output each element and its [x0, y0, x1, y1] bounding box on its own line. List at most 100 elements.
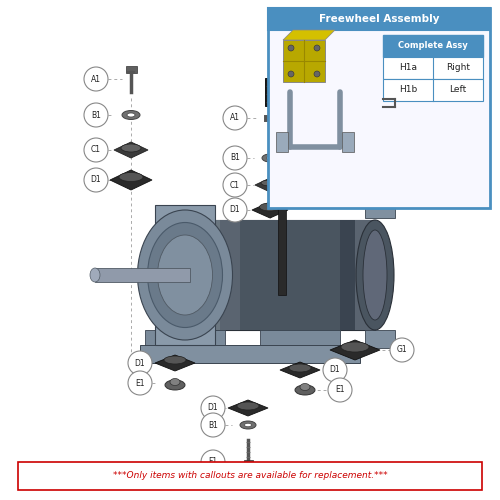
FancyBboxPatch shape: [268, 8, 490, 208]
Polygon shape: [228, 400, 268, 416]
Text: H1b: H1b: [399, 86, 417, 94]
Ellipse shape: [237, 402, 259, 410]
Ellipse shape: [119, 172, 143, 182]
Circle shape: [201, 450, 225, 474]
Text: E1: E1: [335, 386, 345, 394]
Text: G1: G1: [396, 346, 407, 354]
Text: ***Only items with callouts are available for replacement.***: ***Only items with callouts are availabl…: [112, 472, 388, 480]
Polygon shape: [110, 170, 152, 190]
Ellipse shape: [170, 378, 180, 386]
FancyBboxPatch shape: [383, 35, 483, 57]
FancyBboxPatch shape: [268, 8, 490, 30]
Circle shape: [201, 413, 225, 437]
Circle shape: [223, 106, 247, 130]
Ellipse shape: [300, 384, 310, 390]
Circle shape: [128, 351, 152, 375]
Polygon shape: [252, 202, 288, 218]
Text: D1: D1: [208, 404, 218, 412]
Ellipse shape: [138, 210, 232, 340]
Text: B1: B1: [230, 154, 240, 162]
Text: D1: D1: [230, 206, 240, 214]
FancyBboxPatch shape: [244, 460, 252, 466]
Text: C1: C1: [230, 180, 240, 190]
Ellipse shape: [122, 110, 140, 120]
Ellipse shape: [127, 113, 135, 117]
Ellipse shape: [165, 380, 185, 390]
FancyBboxPatch shape: [383, 57, 483, 79]
Ellipse shape: [158, 235, 212, 315]
Ellipse shape: [295, 385, 315, 395]
Circle shape: [223, 146, 247, 170]
Text: B1: B1: [208, 420, 218, 430]
Text: Complete Assy: Complete Assy: [398, 42, 468, 50]
Ellipse shape: [121, 144, 141, 152]
FancyBboxPatch shape: [355, 220, 375, 330]
Text: Right: Right: [446, 64, 470, 72]
Polygon shape: [255, 178, 285, 192]
Text: Freewheel Assembly: Freewheel Assembly: [319, 14, 440, 24]
Polygon shape: [155, 205, 215, 345]
Ellipse shape: [261, 180, 279, 186]
FancyBboxPatch shape: [342, 132, 354, 152]
Ellipse shape: [363, 230, 387, 320]
FancyBboxPatch shape: [190, 220, 375, 330]
Text: B1: B1: [91, 110, 101, 120]
Circle shape: [314, 45, 320, 51]
FancyBboxPatch shape: [95, 268, 190, 282]
Ellipse shape: [164, 356, 186, 364]
Circle shape: [328, 378, 352, 402]
Circle shape: [128, 371, 152, 395]
Text: A1: A1: [230, 114, 240, 122]
FancyBboxPatch shape: [145, 330, 225, 352]
Circle shape: [223, 198, 247, 222]
Ellipse shape: [240, 421, 256, 429]
Text: Left: Left: [450, 86, 466, 94]
Text: D1: D1: [134, 358, 145, 368]
Circle shape: [288, 71, 294, 77]
FancyBboxPatch shape: [276, 132, 288, 152]
FancyBboxPatch shape: [190, 220, 220, 330]
Text: H1a: H1a: [399, 64, 417, 72]
FancyBboxPatch shape: [278, 95, 286, 295]
Ellipse shape: [289, 364, 311, 372]
FancyBboxPatch shape: [365, 330, 395, 348]
FancyBboxPatch shape: [240, 220, 340, 330]
Polygon shape: [114, 142, 148, 158]
FancyBboxPatch shape: [260, 330, 340, 352]
Circle shape: [201, 396, 225, 420]
FancyBboxPatch shape: [365, 200, 395, 218]
FancyBboxPatch shape: [18, 462, 482, 490]
Polygon shape: [283, 30, 335, 40]
Ellipse shape: [266, 156, 274, 160]
Text: F1: F1: [208, 458, 218, 466]
Ellipse shape: [148, 222, 222, 328]
Ellipse shape: [341, 342, 369, 352]
Ellipse shape: [260, 203, 280, 211]
Polygon shape: [330, 340, 380, 360]
FancyBboxPatch shape: [265, 78, 297, 106]
FancyBboxPatch shape: [283, 40, 325, 82]
Circle shape: [323, 358, 347, 382]
FancyBboxPatch shape: [140, 345, 360, 363]
Circle shape: [84, 103, 108, 127]
Ellipse shape: [90, 268, 100, 282]
Text: D1: D1: [90, 176, 102, 184]
Text: E1: E1: [135, 378, 145, 388]
Circle shape: [288, 45, 294, 51]
FancyBboxPatch shape: [340, 220, 355, 330]
Circle shape: [84, 138, 108, 162]
Circle shape: [84, 168, 108, 192]
Circle shape: [314, 71, 320, 77]
Polygon shape: [155, 355, 195, 371]
Circle shape: [390, 338, 414, 362]
Ellipse shape: [262, 154, 278, 162]
FancyBboxPatch shape: [126, 66, 136, 72]
Ellipse shape: [244, 423, 252, 427]
FancyBboxPatch shape: [220, 220, 240, 330]
FancyBboxPatch shape: [383, 79, 483, 101]
Text: D1: D1: [330, 366, 340, 374]
Ellipse shape: [356, 220, 394, 330]
Circle shape: [223, 173, 247, 197]
Text: A1: A1: [91, 74, 101, 84]
Text: C1: C1: [91, 146, 101, 154]
